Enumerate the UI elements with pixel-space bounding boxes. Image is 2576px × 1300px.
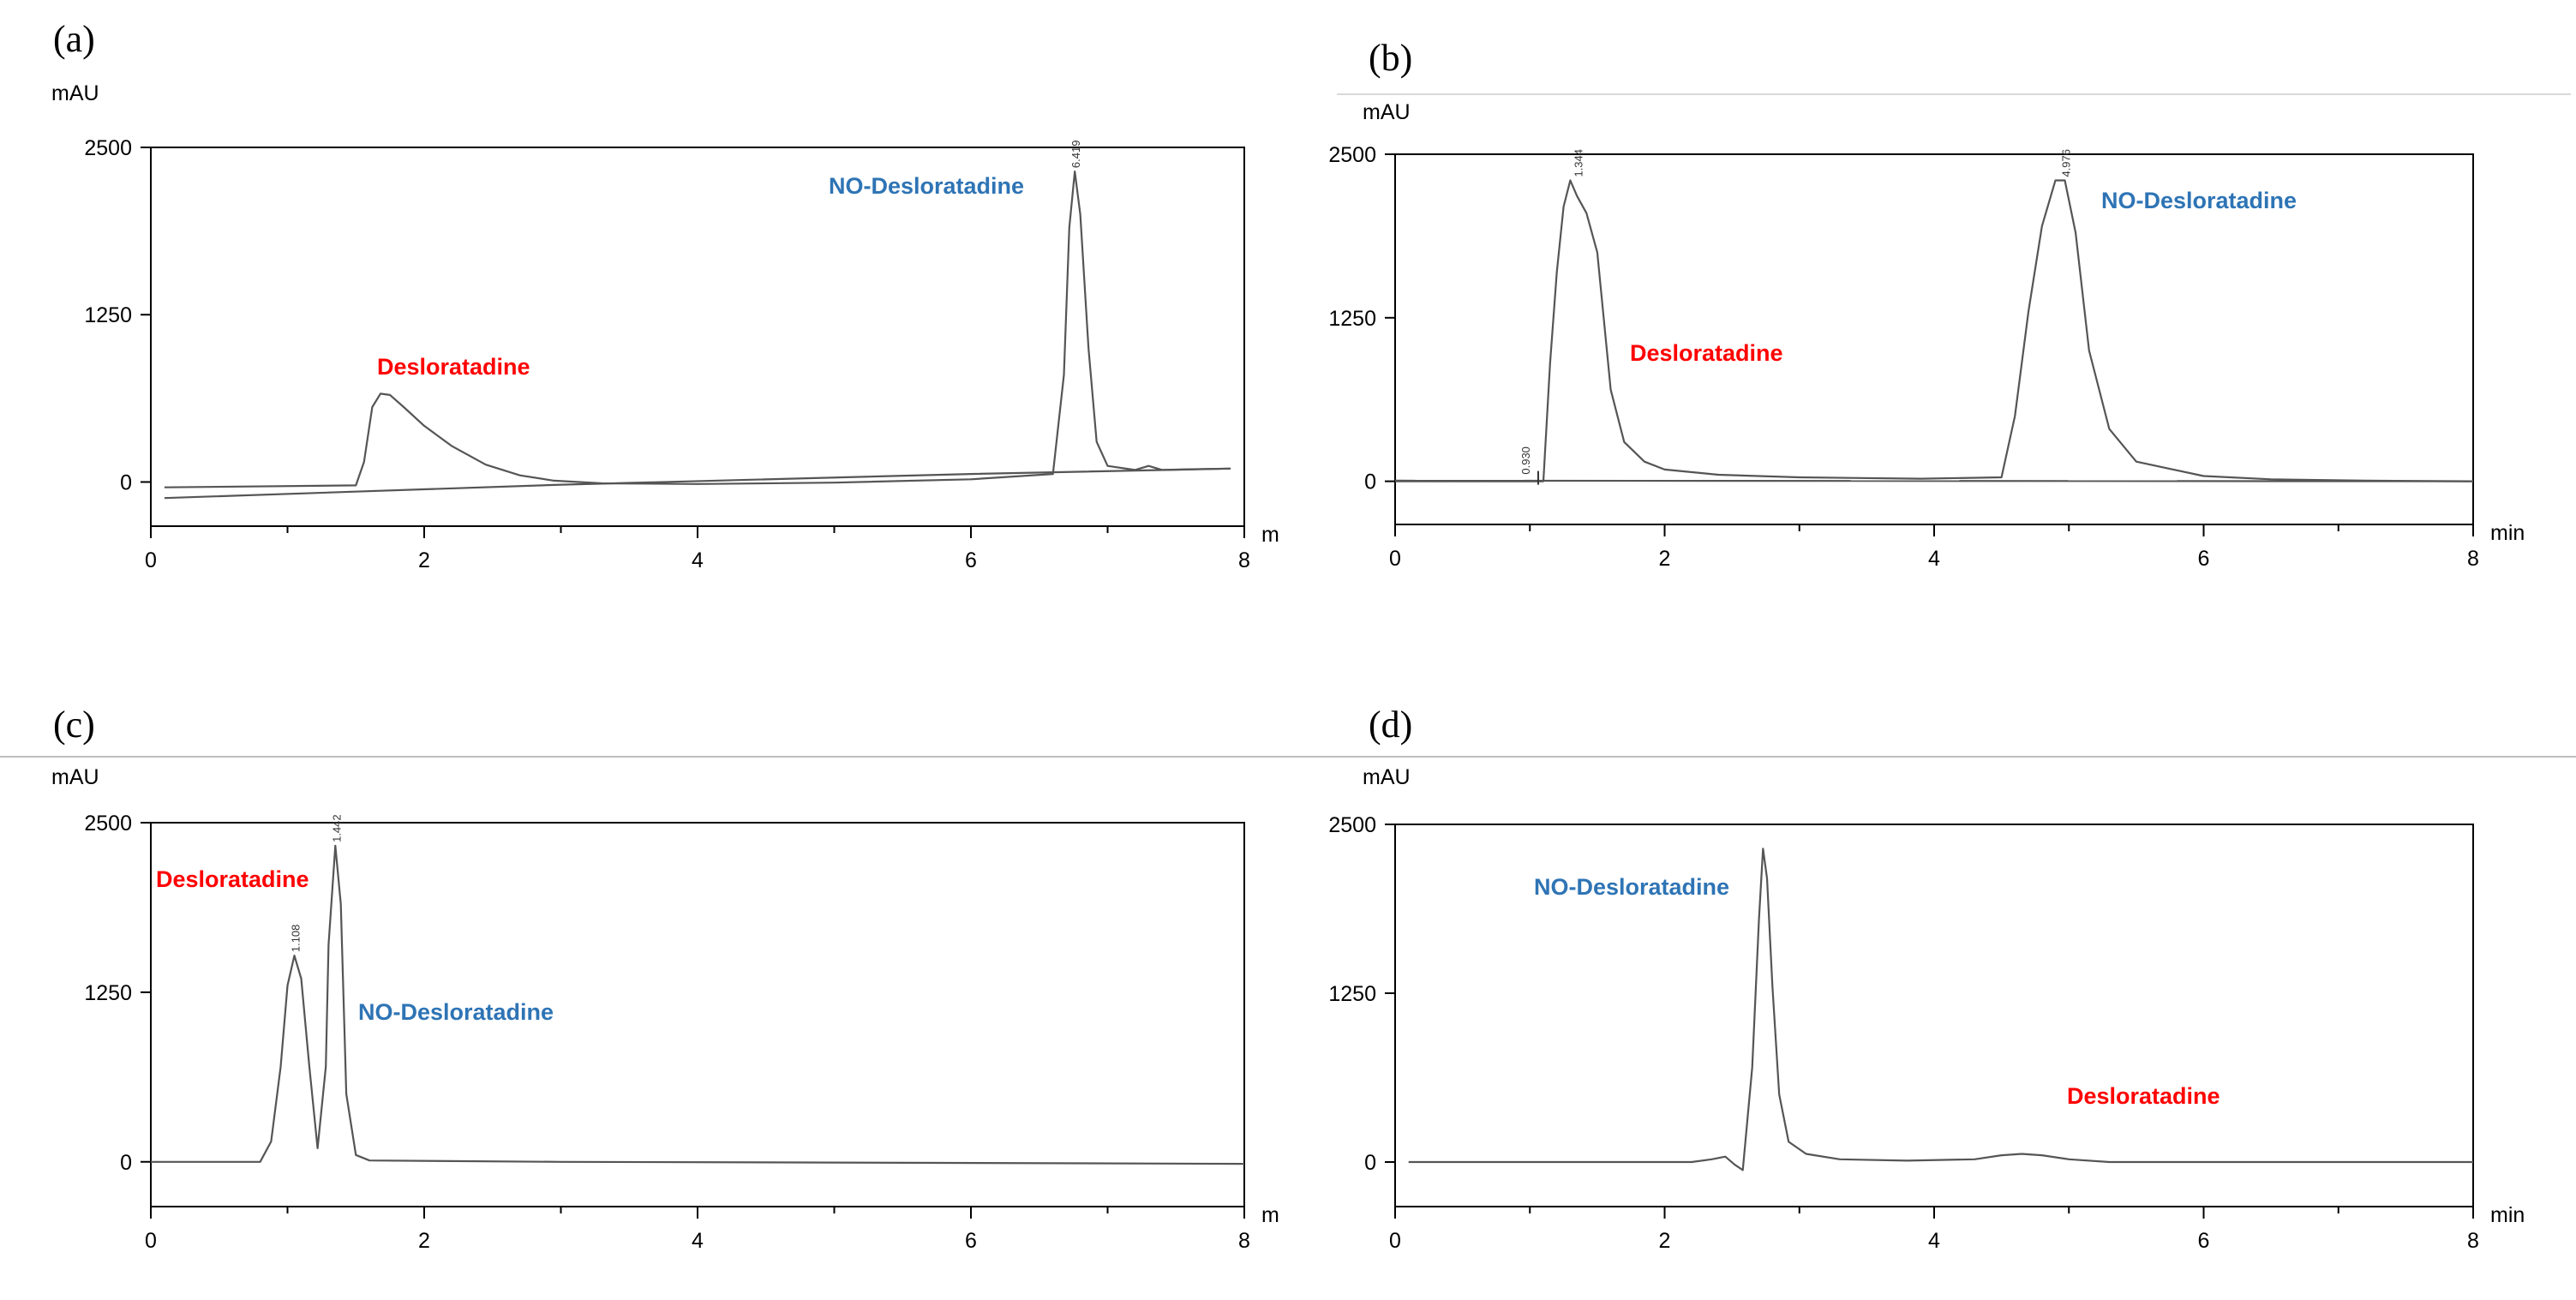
baseline-trace — [164, 467, 1231, 500]
plot-frame — [150, 822, 1245, 1207]
chromatogram-trace — [151, 844, 1245, 1165]
x-axis-unit-label: min — [2490, 1203, 2525, 1227]
y-axis-unit-label: mAU — [51, 81, 99, 105]
peak-label: Desloratadine — [156, 866, 309, 892]
panel-label: (c) — [53, 704, 95, 746]
panel-b: (b) mAU 0 1250 2500 0 2 4 6 8 min 0.930 Desloratadin… — [1328, 37, 2525, 571]
y-tick-label: 1250 — [1328, 982, 1376, 1006]
plot-frame — [150, 147, 1245, 527]
y-axis-unit-label: mAU — [1363, 100, 1411, 124]
panel-label: (d) — [1369, 704, 1412, 746]
x-tick-label: 0 — [1389, 1229, 1401, 1253]
x-tick-label: 8 — [2467, 1229, 2479, 1253]
panel-label: (b) — [1369, 37, 1412, 79]
x-tick-label: 4 — [1928, 547, 1940, 571]
retention-time-label: 1.442 — [330, 814, 343, 842]
x-tick-label: 0 — [145, 548, 157, 572]
plot-frame — [1394, 153, 2474, 525]
baseline-trace — [1394, 479, 2474, 482]
y-tick-label: 0 — [120, 1151, 132, 1175]
y-tick-label: 2500 — [1328, 143, 1376, 167]
y-tick-label: 2500 — [84, 136, 132, 160]
x-tick-label: 6 — [965, 1229, 977, 1253]
x-tick-label: 4 — [692, 548, 704, 572]
panel-d: (d) mAU 0 1250 2500 0 2 4 6 8 min NO-Desloratadine D… — [1328, 704, 2525, 1253]
retention-time-label: 0.930 — [1519, 446, 1532, 475]
y-tick-label: 1250 — [84, 303, 132, 327]
y-tick-label: 0 — [1364, 1151, 1376, 1175]
x-tick-label: 8 — [1238, 548, 1250, 572]
peak-label: NO-Desloratadine — [2101, 188, 2297, 213]
x-tick-label: 8 — [2467, 547, 2479, 571]
x-tick-label: 8 — [1238, 1229, 1250, 1253]
x-tick-label: 2 — [418, 1229, 430, 1253]
peak-label: Desloratadine — [1630, 340, 1783, 366]
retention-time-label: 4.976 — [2060, 149, 2073, 177]
x-axis-unit-label: m — [1261, 523, 1279, 547]
y-tick-label: 0 — [120, 470, 132, 494]
x-tick-label: 6 — [2198, 547, 2210, 571]
peak-label: NO-Desloratadine — [1534, 874, 1729, 900]
y-axis-unit-label: mAU — [1363, 765, 1411, 789]
chromatogram-trace — [164, 171, 1231, 488]
y-tick-label: 2500 — [84, 812, 132, 836]
x-tick-label: 6 — [2198, 1229, 2210, 1253]
x-tick-label: 6 — [965, 548, 977, 572]
chromatogram-trace — [1408, 848, 2473, 1171]
x-axis-unit-label: m — [1261, 1203, 1279, 1227]
chromatogram-trace — [1395, 179, 2474, 482]
retention-time-label: 1.344 — [1572, 149, 1585, 177]
x-tick-label: 0 — [145, 1229, 157, 1253]
retention-time-label: 6.419 — [1069, 141, 1082, 169]
x-tick-label: 2 — [1659, 547, 1671, 571]
y-axis-unit-label: mAU — [51, 765, 99, 789]
x-tick-label: 2 — [418, 548, 430, 572]
panel-a: (a) mAU 0 1250 2500 0 2 4 6 8m Desloratadine NO-Des… — [51, 18, 1279, 572]
x-axis-unit-label: min — [2490, 521, 2525, 545]
y-tick-label: 2500 — [1328, 813, 1376, 837]
y-tick-label: 1250 — [84, 981, 132, 1005]
x-tick-label: 0 — [1389, 547, 1401, 571]
panel-c: (c) mAU 0 1250 2500 0 2 4 6 8m Desloratadine 1.108 N… — [51, 704, 1279, 1253]
peak-label: NO-Desloratadine — [829, 173, 1024, 199]
x-tick-label: 2 — [1659, 1229, 1671, 1253]
peak-label: NO-Desloratadine — [358, 999, 554, 1025]
panel-label: (a) — [53, 18, 95, 60]
x-tick-label: 4 — [1928, 1229, 1940, 1253]
peak-label: Desloratadine — [377, 354, 530, 380]
x-tick-label: 4 — [692, 1229, 704, 1253]
y-tick-label: 1250 — [1328, 307, 1376, 331]
peak-label: Desloratadine — [2067, 1083, 2220, 1109]
retention-time-label: 1.108 — [289, 925, 302, 953]
y-tick-label: 0 — [1364, 470, 1376, 494]
